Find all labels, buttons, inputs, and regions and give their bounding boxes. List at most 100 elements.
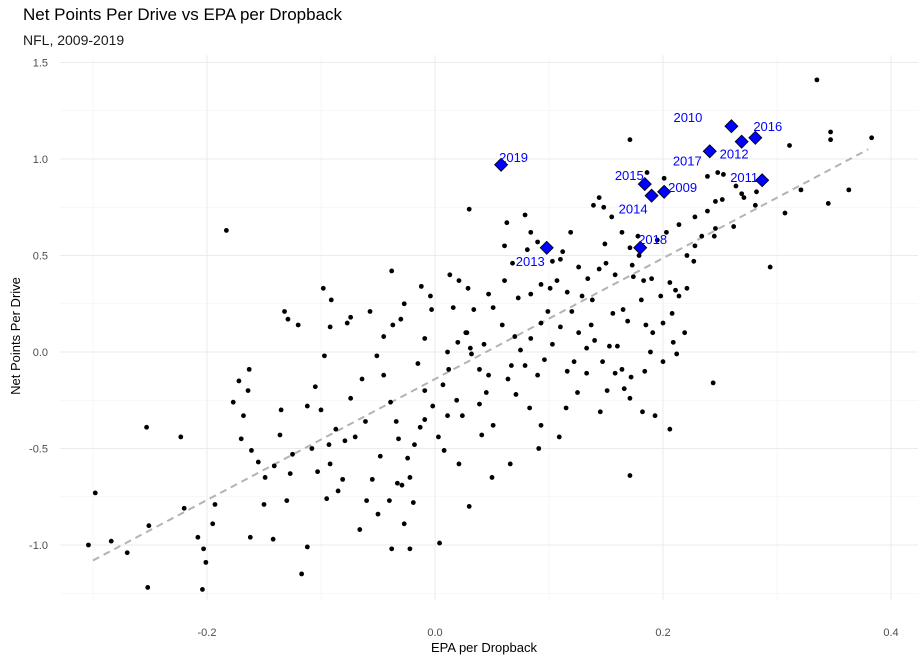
data-point <box>648 349 653 355</box>
data-point <box>660 320 666 326</box>
data-point <box>454 397 460 403</box>
data-point <box>635 233 641 239</box>
data-point <box>602 241 608 247</box>
highlight-diamond <box>637 177 652 192</box>
data-point <box>388 399 393 405</box>
data-point <box>463 330 469 336</box>
data-point <box>230 399 236 405</box>
data-point <box>828 129 833 135</box>
data-point <box>415 361 421 366</box>
data-point <box>393 419 399 424</box>
data-point <box>429 307 434 312</box>
data-point <box>441 448 447 453</box>
data-point <box>825 200 831 206</box>
data-point <box>381 372 387 378</box>
highlight-diamond <box>539 240 554 255</box>
x-tick-label: 0.0 <box>427 627 442 639</box>
data-point <box>670 339 676 345</box>
data-point <box>588 322 594 328</box>
data-point <box>673 287 678 293</box>
data-point <box>246 366 252 372</box>
data-point <box>576 330 582 336</box>
data-point <box>342 438 348 444</box>
data-point <box>340 476 346 482</box>
data-point <box>446 366 452 372</box>
data-point <box>86 542 91 548</box>
data-point <box>767 264 773 270</box>
data-point <box>504 220 510 226</box>
data-point <box>627 137 633 143</box>
data-point <box>589 297 595 303</box>
data-point <box>508 363 514 368</box>
data-point <box>401 301 407 307</box>
data-point <box>418 283 424 289</box>
data-point <box>627 473 633 478</box>
data-point <box>422 336 428 341</box>
data-point <box>108 538 114 544</box>
data-point <box>538 320 544 326</box>
data-point <box>417 424 423 430</box>
data-point <box>558 324 563 330</box>
highlight-diamond <box>494 157 509 172</box>
data-point <box>684 285 690 291</box>
data-point <box>649 276 654 282</box>
y-tick-label: 0.5 <box>33 251 48 263</box>
data-point <box>627 245 633 251</box>
x-axis-label: EPA per Dropback <box>431 640 537 655</box>
data-point <box>477 401 482 407</box>
data-point <box>499 322 505 328</box>
data-point <box>644 170 650 175</box>
data-point <box>564 289 570 295</box>
data-point <box>249 448 254 453</box>
x-tick-label: 0.4 <box>883 627 898 639</box>
data-point <box>398 316 404 322</box>
highlight-label: 2018 <box>638 232 667 247</box>
highlight-label: 2010 <box>673 110 702 125</box>
data-point <box>486 291 491 297</box>
data-point <box>401 521 407 527</box>
data-point <box>407 475 413 480</box>
data-point <box>713 226 718 231</box>
data-point <box>664 229 669 235</box>
data-point <box>545 309 551 314</box>
data-point <box>270 536 276 542</box>
data-point <box>682 330 688 336</box>
data-point <box>278 407 284 413</box>
data-point <box>719 197 725 202</box>
highlight-label: 2012 <box>720 147 749 162</box>
data-point <box>309 446 315 451</box>
data-point <box>542 357 547 363</box>
highlight-diamond <box>644 188 659 203</box>
data-point <box>510 260 515 266</box>
data-point <box>711 233 717 239</box>
data-point <box>284 498 290 504</box>
data-point <box>318 407 324 413</box>
data-point <box>654 237 660 243</box>
data-point <box>692 214 698 220</box>
data-point <box>630 274 636 280</box>
data-point <box>787 143 792 148</box>
data-point <box>579 293 585 299</box>
data-point <box>394 480 400 486</box>
y-tick-labels: -1.0 -0.5 0.0 0.5 1.0 1.5 <box>29 58 48 553</box>
data-point <box>571 359 577 365</box>
data-point <box>715 170 721 175</box>
data-point <box>490 422 496 428</box>
data-point <box>304 403 310 409</box>
data-point <box>522 363 528 368</box>
data-point <box>145 585 151 590</box>
data-point <box>524 247 530 253</box>
highlight-label: 2017 <box>673 153 702 168</box>
data-point <box>674 351 680 357</box>
data-point <box>328 297 334 303</box>
data-point <box>538 422 544 428</box>
data-point <box>585 276 591 282</box>
data-point <box>440 382 446 388</box>
data-point <box>535 372 540 378</box>
highlighted-points: 2010 2016 2012 2017 2019 2015 2011 2009 2014 2013… <box>494 110 782 269</box>
data-point <box>607 343 612 349</box>
data-point <box>381 334 387 339</box>
data-point <box>212 502 218 507</box>
data-point <box>412 442 417 448</box>
